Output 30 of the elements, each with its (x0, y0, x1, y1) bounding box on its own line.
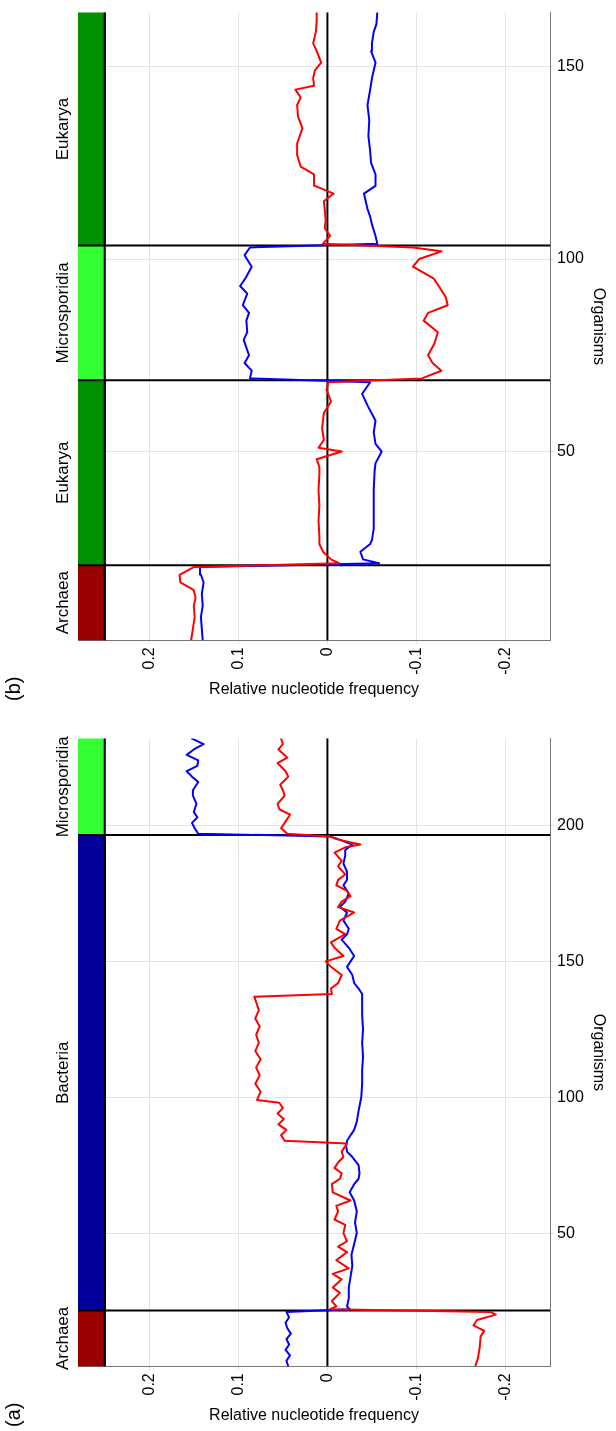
x-tick-label: -0.1 (406, 647, 424, 675)
y-tick-label: 200 (557, 815, 584, 833)
y-tick-label: 100 (557, 1087, 584, 1105)
y-tick-label: 50 (557, 1223, 575, 1241)
x-axis-title: Relative nucleotide frequency (209, 1405, 420, 1423)
band-label: Microsporidia (53, 261, 73, 364)
text: (b) (1, 676, 24, 701)
x-tick-label: 0.1 (228, 647, 246, 670)
x-tick-label: 0.1 (228, 1373, 246, 1396)
y-tick-label: 100 (557, 249, 584, 267)
y-axis-title: Organisms (590, 287, 608, 366)
y-axis-title: Organisms (590, 1013, 608, 1092)
y-tick-label: 150 (557, 951, 584, 969)
x-tick-label: -0.2 (495, 1373, 513, 1401)
x-tick-label: 0 (317, 1373, 335, 1383)
y-tick-label: 150 (557, 56, 584, 74)
x-tick-label: 0 (317, 647, 335, 657)
band-label: Bacteria (53, 1041, 73, 1104)
x-axis-title: Relative nucleotide frequency (209, 679, 420, 697)
band-label: Archaea (53, 1306, 73, 1371)
x-tick-label: 0.2 (139, 1373, 157, 1396)
x-tick-label: -0.1 (406, 1373, 424, 1401)
band-label: Archaea (53, 570, 73, 635)
y-tick-label: 50 (557, 441, 575, 459)
band-label: Eukarya (53, 97, 73, 161)
band-label: Eukarya (53, 441, 73, 504)
text: (a) (1, 1402, 24, 1427)
x-tick-label: 0.2 (139, 647, 157, 670)
x-tick-label: -0.2 (495, 647, 513, 675)
band-label: Microsporidia (53, 735, 73, 838)
